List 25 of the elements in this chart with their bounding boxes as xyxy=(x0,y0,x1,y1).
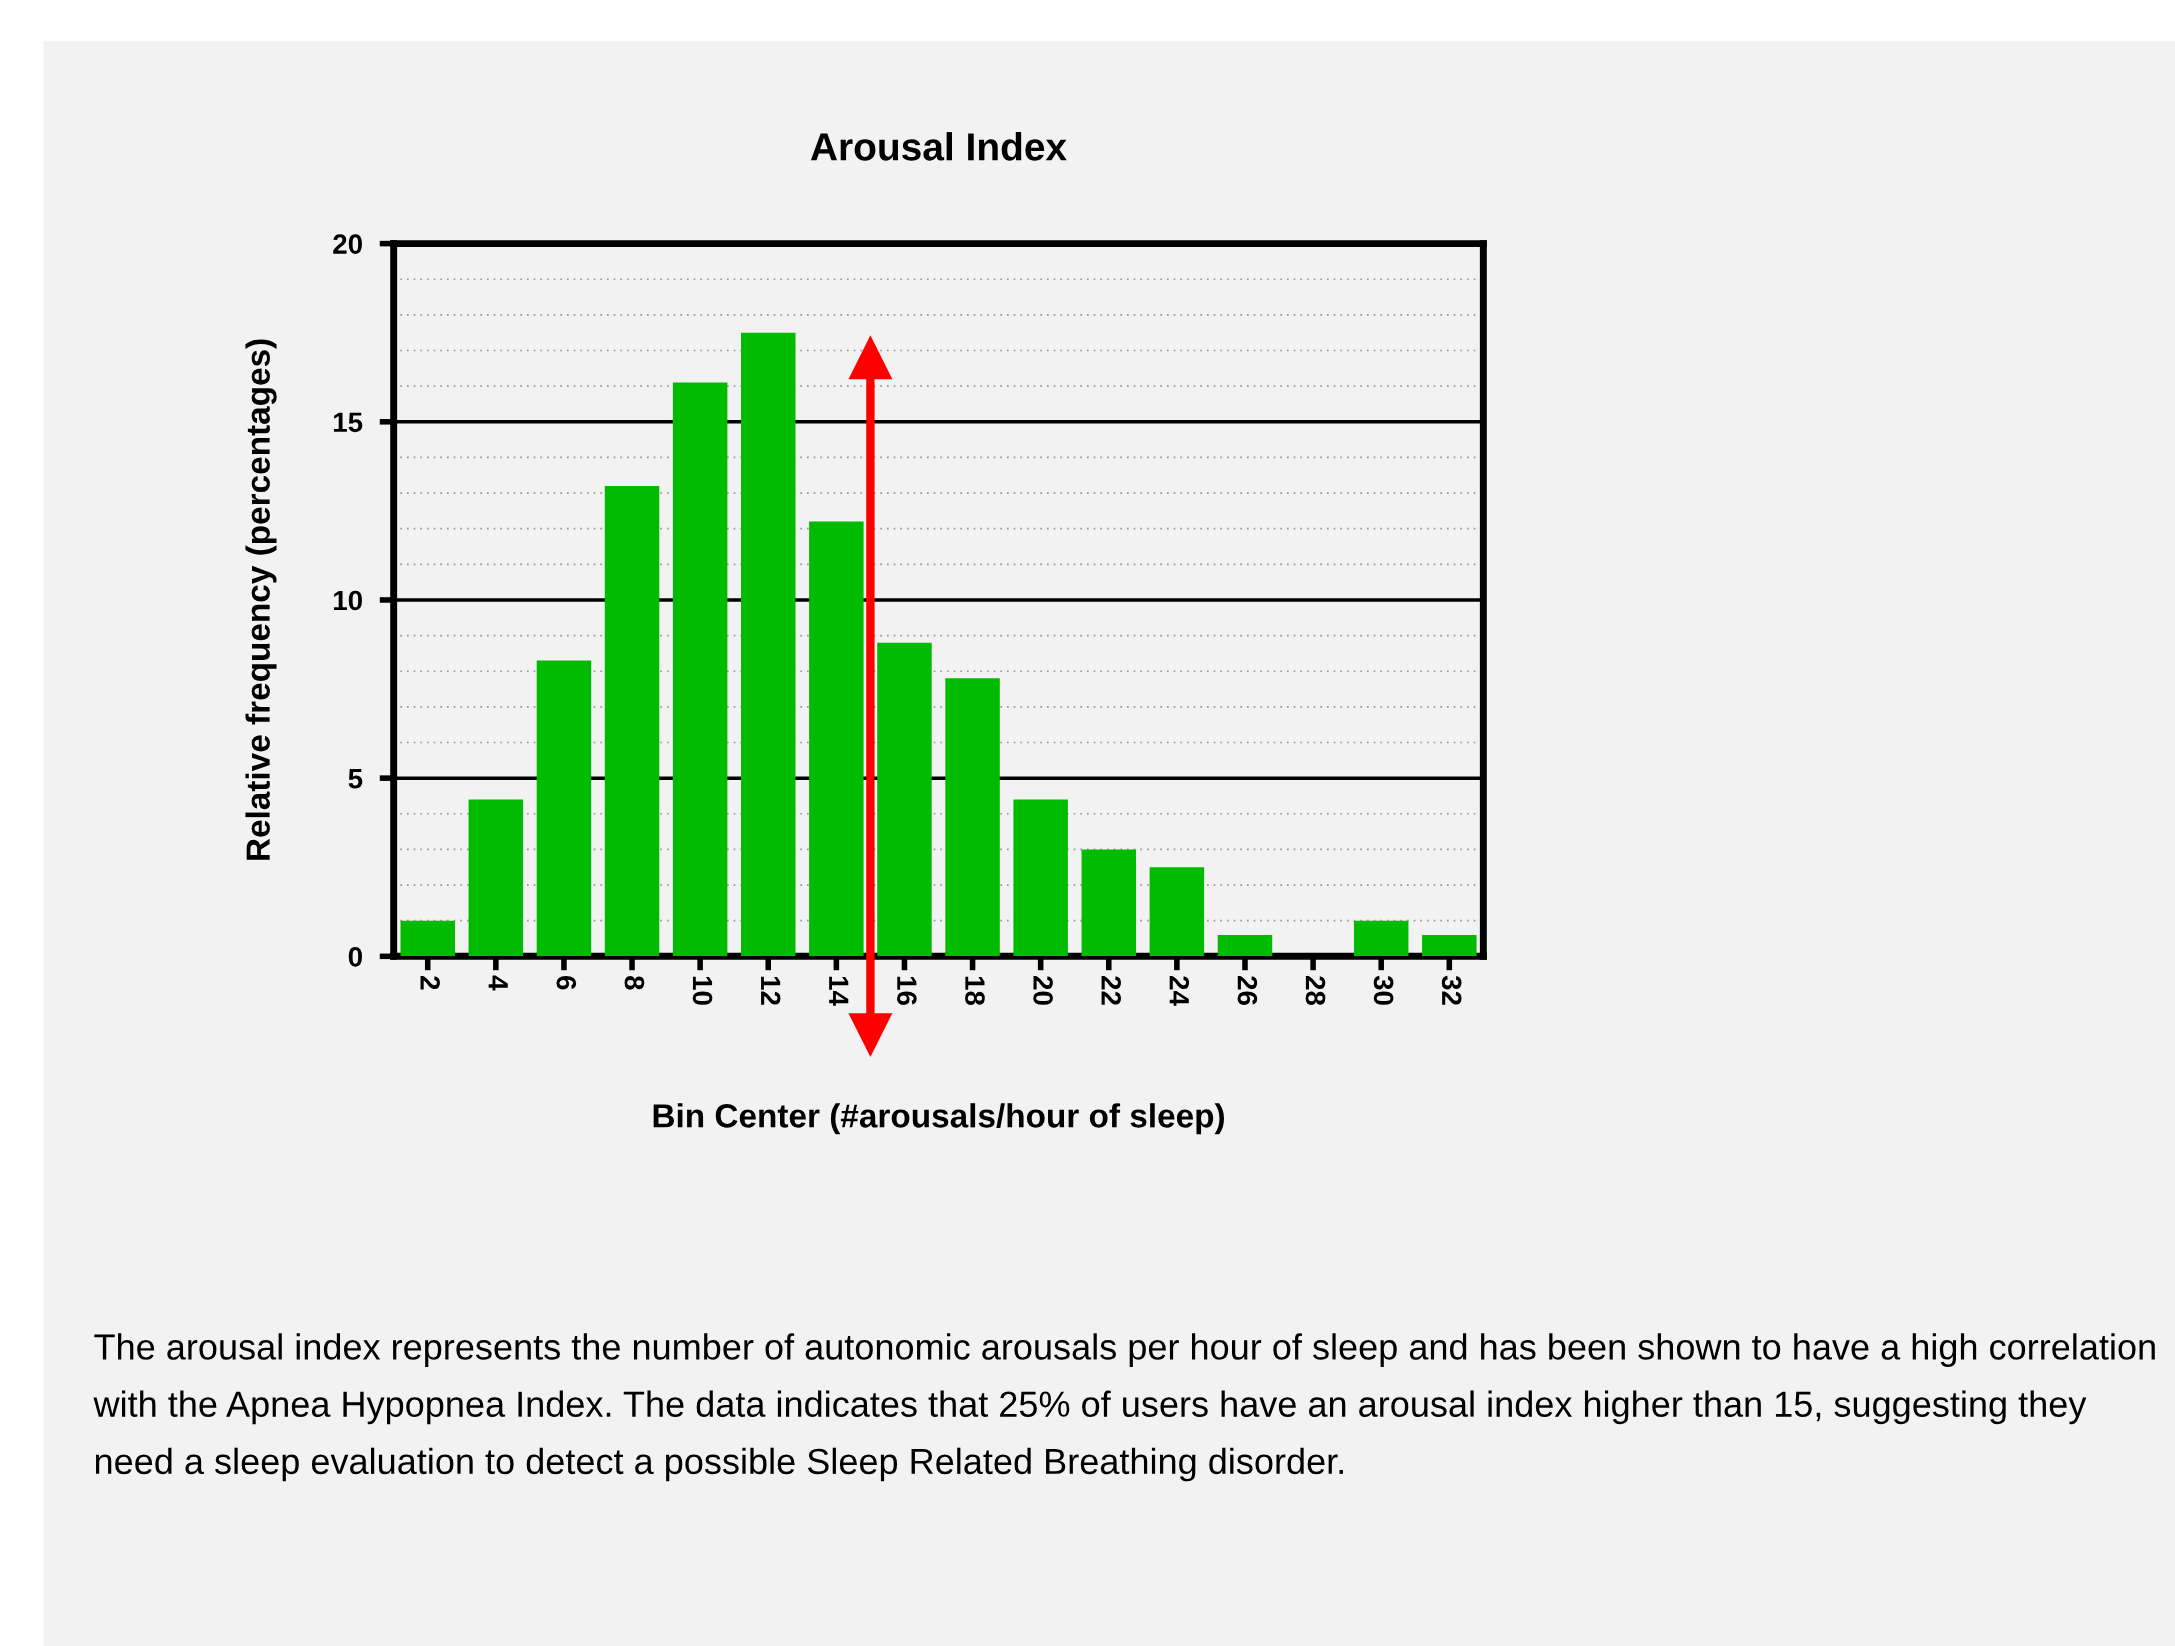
x-tick-label: 6 xyxy=(556,976,577,990)
x-axis-title: Bin Center (#arousals/hour of sleep) xyxy=(653,1103,1224,1135)
chart-title: Arousal Index xyxy=(810,132,1067,161)
x-tick-label: 8 xyxy=(624,975,645,990)
x-tick-label: 24 xyxy=(1169,976,1190,1006)
x-tick-label: 16 xyxy=(897,976,917,1005)
x-tick-label: 28 xyxy=(1305,976,1326,1006)
x-tick-label: 20 xyxy=(1033,976,1053,1005)
x-tick-label: 18 xyxy=(965,976,985,1006)
y-tick-label: 10 xyxy=(333,590,362,611)
y-tick-label: 5 xyxy=(348,769,363,789)
x-tick-label: 26 xyxy=(1237,976,1258,1005)
x-tick-label: 32 xyxy=(1441,975,1462,1005)
x-tick-label: 22 xyxy=(1101,976,1121,1005)
x-tick-label: 12 xyxy=(761,976,781,1005)
y-tick-label: 20 xyxy=(333,234,362,254)
x-tick-label: 14 xyxy=(829,976,849,1006)
x-tick-label: 2 xyxy=(420,976,440,990)
x-tick-label: 10 xyxy=(692,976,713,1005)
y-tick-label: 0 xyxy=(348,946,362,967)
x-tick-label: 4 xyxy=(488,975,508,991)
y-tick-label: 15 xyxy=(333,412,363,433)
text: The arousal index represents the number of autonomic arousals per hour of sleep and has been shown to have a high correlation with the Apnea Hypopnea Index. The data indicates that 25% of users have an arousal index higher than 15, suggesting they need a sleep evaluation to detect a possible Sleep Related Breathing disorder. xyxy=(93,1333,2155,1482)
x-tick-label: 30 xyxy=(1373,975,1394,1005)
y-axis-title: Relative frequency (percentages) xyxy=(245,339,277,860)
